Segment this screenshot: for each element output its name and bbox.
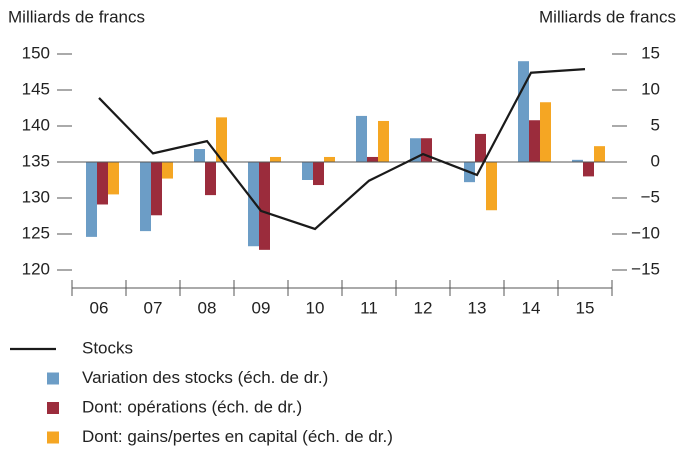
legend-label: Dont: opérations (éch. de dr.) [82, 397, 302, 416]
bar [216, 117, 227, 162]
x-tick-label: 15 [576, 298, 595, 317]
y-tick-label: 145 [22, 79, 50, 98]
y-axis-title: Milliards de francs [8, 7, 145, 26]
y2-tick-label: 15 [641, 43, 660, 62]
legend-swatch [47, 372, 59, 385]
bar [162, 162, 173, 179]
x-tick-label: 07 [144, 298, 163, 317]
bar [248, 162, 259, 247]
bar [140, 162, 151, 232]
bar [259, 162, 270, 250]
bar [313, 162, 324, 186]
legend-label: Variation des stocks (éch. de dr.) [82, 368, 328, 387]
bar [540, 102, 551, 162]
y-tick-label: 135 [22, 151, 50, 170]
bar [594, 146, 605, 162]
bar [205, 162, 216, 196]
line [98, 68, 586, 231]
y-tick-label: 150 [22, 43, 50, 62]
bar [194, 149, 205, 162]
bar [475, 133, 486, 162]
y2-tick-label: 5 [651, 115, 660, 134]
y2-tick-label: 0 [651, 151, 660, 170]
bar [421, 138, 432, 162]
bar [572, 159, 583, 162]
bar [356, 115, 367, 162]
legend-label: Dont: gains/pertes en capital (éch. de d… [82, 427, 393, 446]
y2-tick-label: −5 [641, 187, 660, 206]
bar [518, 61, 529, 163]
bar [270, 156, 281, 162]
bar [486, 162, 497, 211]
y2-tick-label: −15 [631, 259, 660, 278]
y-tick-label: 140 [22, 115, 50, 134]
y2-axis-title: Milliards de francs [539, 7, 676, 26]
bar [86, 162, 97, 237]
x-tick-label: 10 [306, 298, 325, 317]
legend-label: Stocks [82, 338, 133, 357]
y-tick-label: 130 [22, 187, 50, 206]
x-tick-label: 11 [360, 298, 378, 317]
bar [151, 162, 162, 216]
bar [367, 156, 378, 162]
bar [583, 162, 594, 177]
legend-swatch [47, 431, 59, 444]
bar [97, 162, 108, 205]
bar [108, 162, 119, 195]
legend-swatch [47, 402, 59, 414]
x-tick-label: 14 [522, 298, 541, 317]
bar [529, 120, 540, 162]
y2-tick-label: −10 [631, 223, 660, 242]
bar [378, 120, 389, 162]
bar [302, 162, 313, 180]
x-tick-label: 12 [414, 298, 433, 317]
y2-tick-label: 10 [641, 79, 660, 98]
y-tick-label: 125 [22, 223, 50, 242]
x-tick-label: 09 [252, 298, 271, 317]
y-tick-label: 120 [22, 259, 50, 278]
x-tick-label: 06 [90, 298, 109, 317]
bar [324, 156, 335, 162]
x-tick-label: 13 [468, 298, 487, 317]
x-tick-label: 08 [198, 298, 217, 317]
bar [410, 138, 421, 162]
